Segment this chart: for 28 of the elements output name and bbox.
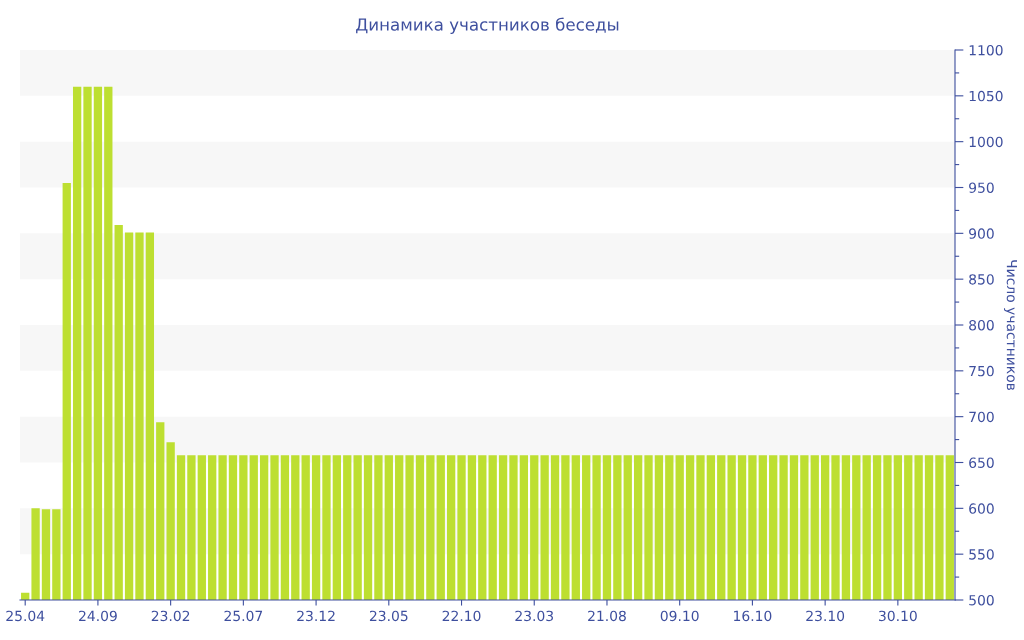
y-tick-label: 1050 xyxy=(969,90,1003,102)
x-tick-label: 25.07 xyxy=(224,610,263,622)
y-axis-title: Число участников xyxy=(1003,260,1017,391)
y-tick-label: 950 xyxy=(969,182,994,193)
y-tick-label: 900 xyxy=(969,228,994,239)
x-tick-label: 23.05 xyxy=(369,610,408,622)
y-tick-label: 850 xyxy=(969,274,994,285)
x-tick-label: 09.10 xyxy=(660,610,699,622)
y-tick-label: 1100 xyxy=(969,44,1003,56)
x-tick-label: 16.10 xyxy=(734,610,772,622)
y-tick-label: 500 xyxy=(969,594,994,606)
x-tick-label: 23.02 xyxy=(151,610,190,622)
x-tick-label: 23.10 xyxy=(806,610,845,622)
x-tick-label: 21.08 xyxy=(588,610,626,622)
y-tick-label: 600 xyxy=(969,503,994,514)
y-tick-label: 550 xyxy=(969,549,994,560)
x-tick-label: 25.04 xyxy=(6,610,45,622)
x-tick-label: 30.10 xyxy=(879,610,917,622)
y-tick-label: 1000 xyxy=(969,136,1003,148)
x-tick-label: 24.09 xyxy=(79,610,117,622)
y-tick-label: 750 xyxy=(969,365,994,377)
y-tick-label: 800 xyxy=(969,319,994,331)
chart-title: Динамика участников беседы xyxy=(356,17,619,35)
x-tick-label: 22.10 xyxy=(442,610,481,622)
y-tick-label: 700 xyxy=(969,411,994,423)
y-tick-label: 650 xyxy=(969,457,994,468)
x-tick-label: 23.03 xyxy=(515,610,554,622)
x-tick-label: 23.12 xyxy=(297,610,335,622)
